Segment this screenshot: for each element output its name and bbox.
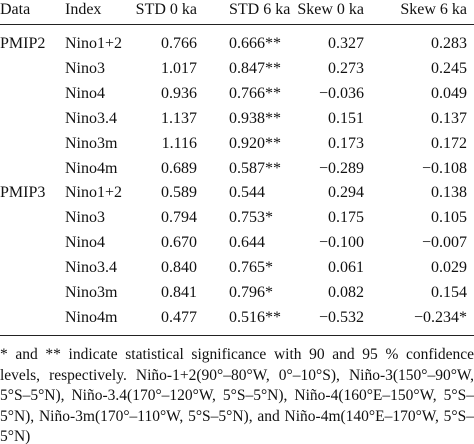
table-cell: 0.151 (328, 109, 364, 127)
column-header: Skew 6 ka (400, 1, 467, 18)
table-cell: 0.938** (229, 109, 281, 127)
table-cell: Nino3m (65, 284, 118, 301)
column-header: STD 0 ka (135, 1, 197, 18)
table-cell: −0.007 (421, 234, 467, 252)
table-cell: 0.796* (229, 284, 273, 301)
table-cell: −0.100 (318, 234, 364, 252)
table-cell: 0.138 (431, 184, 467, 202)
table-cell: −0.234* (413, 308, 467, 326)
table-cell: Nino3.4 (65, 259, 117, 277)
table-cell: 0.137 (431, 109, 467, 127)
table-cell: −0.532 (318, 308, 364, 326)
table-cell: 0.173 (328, 134, 364, 152)
table-cell: 0.061 (328, 259, 364, 277)
table-cell: Nino3 (65, 59, 105, 77)
table-cell: 0.154 (431, 284, 467, 301)
table-cell: 0.753* (229, 209, 273, 227)
table-cell: 0.273 (328, 59, 364, 77)
table-cell: 0.794 (161, 209, 197, 227)
table-cell: 0.082 (328, 284, 364, 301)
table-cell: 0.175 (328, 209, 364, 227)
table-cell: 0.936 (161, 84, 197, 102)
table-cell: −0.108 (421, 159, 467, 177)
table-cell: 0.516** (229, 308, 281, 326)
table-cell: 0.689 (161, 159, 197, 177)
table-cell: 0.670 (161, 234, 197, 252)
table-cell: 0.477 (161, 308, 197, 326)
table-cell: 0.327 (328, 35, 364, 52)
header-rule (0, 24, 474, 25)
group-label: PMIP2 (0, 35, 46, 52)
table-cell: 0.840 (161, 259, 197, 277)
table-cell: 1.017 (161, 59, 197, 77)
footnote: * and ** indicate statistical significan… (0, 346, 474, 444)
table-cell: 0.841 (161, 284, 197, 301)
table-cell: 0.766** (229, 84, 281, 102)
table-cell: 0.589 (161, 184, 197, 202)
table-cell: Nino4m (65, 159, 118, 177)
table-cell: 0.920** (229, 134, 281, 152)
table-cell: 0.847** (229, 59, 281, 77)
table-cell: 0.245 (431, 59, 467, 77)
table-cell: Nino4 (65, 234, 105, 252)
table-cell: 0.105 (431, 209, 467, 227)
table-cell: Nino4 (65, 84, 105, 102)
column-header: Index (65, 1, 102, 18)
table-cell: 0.029 (431, 259, 467, 277)
table-cell: 1.116 (161, 134, 197, 152)
column-header: Skew 0 ka (297, 1, 364, 18)
group-label: PMIP3 (0, 184, 46, 202)
table-cell: Nino1+2 (65, 184, 123, 202)
table-cell: 0.587** (229, 159, 281, 177)
table-cell: 0.766 (161, 35, 197, 52)
table-cell: 0.049 (431, 84, 467, 102)
table-cell: Nino1+2 (65, 35, 123, 52)
table-cell: Nino3.4 (65, 109, 117, 127)
table-cell: Nino4m (65, 308, 118, 326)
table-cell: 0.644 (229, 234, 265, 252)
table-cell: 0.765* (229, 259, 273, 277)
table-cell: 0.283 (431, 35, 467, 52)
table-cell: −0.036 (318, 84, 364, 102)
table-cell: −0.289 (318, 159, 364, 177)
column-header: STD 6 ka (229, 1, 291, 18)
table-cell: Nino3 (65, 209, 105, 227)
table-cell: 0.294 (328, 184, 364, 202)
table-cell: 0.666** (229, 35, 281, 52)
table-cell: Nino3m (65, 134, 118, 152)
column-header: Data (0, 1, 31, 18)
bottom-rule (0, 335, 474, 336)
table-cell: 0.172 (431, 134, 467, 152)
table-cell: 0.544 (229, 184, 265, 202)
table-cell: 1.137 (161, 109, 197, 127)
